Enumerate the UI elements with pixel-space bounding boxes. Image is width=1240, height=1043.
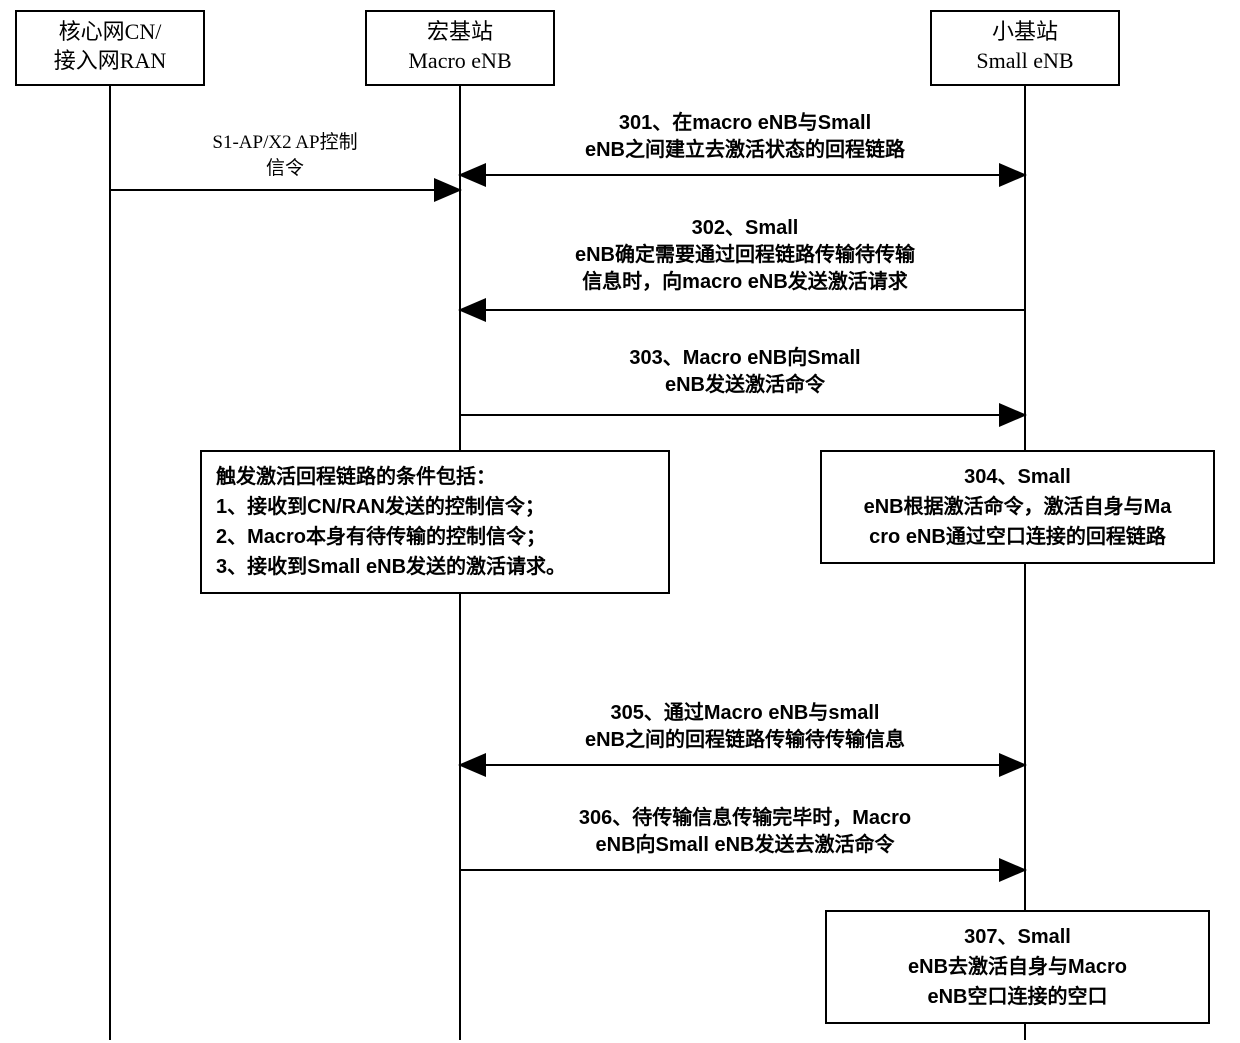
msg-302-l3: 信息时，向macro eNB发送激活请求 [582,271,908,293]
msg-302-l1: 302、Small [692,217,799,239]
msg-303-l1: 303、Macro eNB向Small [629,347,860,369]
msg-306-l2: eNB向Small eNB发送去激活命令 [596,834,895,856]
participant-small-line2: Small eNB [976,48,1073,73]
msg-s1ap-label: S1-AP/X2 AP控制 信令 [170,130,400,181]
msg-305-l2: eNB之间的回程链路传输待传输信息 [585,729,905,751]
note-trigger-l2: 1、接收到CN/RAN发送的控制信令； [216,492,654,522]
msg-301-l2: eNB之间建立去激活状态的回程链路 [585,139,905,161]
note-307-l1: 307、Small [841,922,1194,952]
participant-cn: 核心网CN/ 接入网RAN [15,10,205,86]
msg-303-label: 303、Macro eNB向Small eNB发送激活命令 [520,345,970,399]
msg-302-label: 302、Small eNB确定需要通过回程链路传输待传输 信息时，向macro … [520,215,970,296]
note-307-l2: eNB去激活自身与Macro [841,952,1194,982]
msg-305-l1: 305、通过Macro eNB与small [611,702,880,724]
note-307: 307、Small eNB去激活自身与Macro eNB空口连接的空口 [825,910,1210,1024]
note-trigger-l1: 触发激活回程链路的条件包括： [216,462,654,492]
participant-cn-line1: 核心网CN/ [59,19,162,44]
participant-cn-line2: 接入网RAN [54,48,166,73]
note-trigger-l4: 3、接收到Small eNB发送的激活请求。 [216,552,654,582]
msg-301-l1: 301、在macro eNB与Small [619,112,871,134]
lifeline-cn [109,86,111,1040]
participant-small: 小基站 Small eNB [930,10,1120,86]
note-304: 304、Small eNB根据激活命令，激活自身与Ma cro eNB通过空口连… [820,450,1215,564]
note-307-l3: eNB空口连接的空口 [841,982,1194,1012]
participant-macro-line1: 宏基站 [427,19,493,44]
note-304-l3: cro eNB通过空口连接的回程链路 [836,522,1199,552]
msg-s1ap-l2: 信令 [266,158,304,179]
note-304-l2: eNB根据激活命令，激活自身与Ma [836,492,1199,522]
msg-306-l1: 306、待传输信息传输完毕时，Macro [579,807,911,829]
note-trigger: 触发激活回程链路的条件包括： 1、接收到CN/RAN发送的控制信令； 2、Mac… [200,450,670,594]
msg-302-l2: eNB确定需要通过回程链路传输待传输 [575,244,915,266]
msg-303-l2: eNB发送激活命令 [665,374,825,396]
msg-305-label: 305、通过Macro eNB与small eNB之间的回程链路传输待传输信息 [520,700,970,754]
msg-301-label: 301、在macro eNB与Small eNB之间建立去激活状态的回程链路 [520,110,970,164]
msg-306-label: 306、待传输信息传输完毕时，Macro eNB向Small eNB发送去激活命… [520,805,970,859]
note-trigger-l3: 2、Macro本身有待传输的控制信令； [216,522,654,552]
participant-macro: 宏基站 Macro eNB [365,10,555,86]
participant-macro-line2: Macro eNB [408,48,511,73]
msg-s1ap-l1: S1-AP/X2 AP控制 [212,132,357,153]
participant-small-line1: 小基站 [992,19,1058,44]
note-304-l1: 304、Small [836,462,1199,492]
